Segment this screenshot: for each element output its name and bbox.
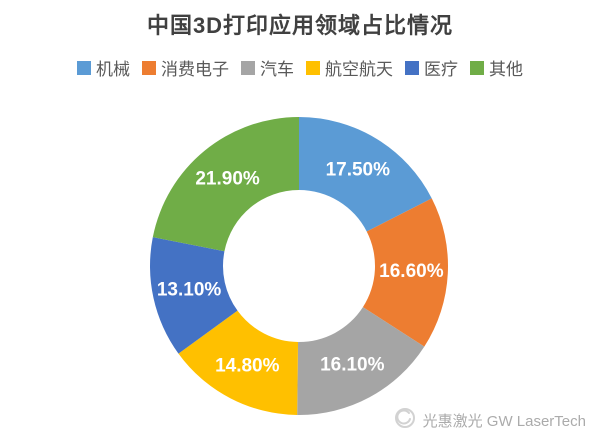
watermark-text: 光惠激光 GW LaserTech — [422, 412, 586, 430]
slice-label-medical: 13.10% — [157, 280, 222, 301]
slice-label-other: 21.90% — [195, 169, 260, 190]
legend-label: 航空航天 — [325, 60, 393, 79]
donut-slice-automotive — [297, 307, 425, 416]
legend-label: 机械 — [96, 60, 130, 79]
watermark: 光惠激光 GW LaserTech — [393, 406, 586, 434]
chart-title: 中国3D打印应用领域占比情况 — [146, 13, 454, 38]
legend-item-aerospace: 航空航天 — [306, 55, 393, 80]
legend-swatch-automotive — [241, 60, 255, 75]
chart-legend: 机械 消费电子 汽车 航空航天 医疗 其他 — [0, 55, 600, 80]
legend-item-medical: 医疗 — [405, 55, 458, 80]
legend-item-machinery: 机械 — [77, 55, 130, 80]
slice-label-consumer-electronics: 16.60% — [379, 261, 444, 282]
slice-label-automotive: 16.10% — [320, 355, 385, 376]
legend-swatch-machinery — [77, 60, 91, 75]
slice-label-machinery: 17.50% — [326, 160, 391, 181]
donut-slice-consumer-electronics — [362, 198, 448, 347]
donut-slice-aerospace — [178, 310, 299, 415]
slice-label-aerospace: 14.80% — [215, 355, 280, 376]
legend-item-consumer-electronics: 消费电子 — [142, 55, 229, 80]
legend-swatch-consumer-electronics — [142, 60, 156, 75]
donut-slice-machinery — [299, 117, 432, 232]
legend-label: 消费电子 — [161, 60, 229, 79]
legend-label: 医疗 — [424, 60, 458, 79]
gw-lasertech-logo-icon — [393, 406, 417, 434]
legend-swatch-medical — [405, 60, 419, 75]
donut-slice-medical — [150, 237, 238, 354]
legend-swatch-other — [470, 60, 484, 75]
legend-label: 汽车 — [260, 60, 294, 79]
legend-item-other: 其他 — [470, 55, 523, 80]
legend-swatch-aerospace — [306, 60, 320, 75]
legend-label: 其他 — [489, 60, 523, 79]
donut-slice-other — [152, 117, 299, 252]
legend-item-automotive: 汽车 — [241, 55, 294, 80]
